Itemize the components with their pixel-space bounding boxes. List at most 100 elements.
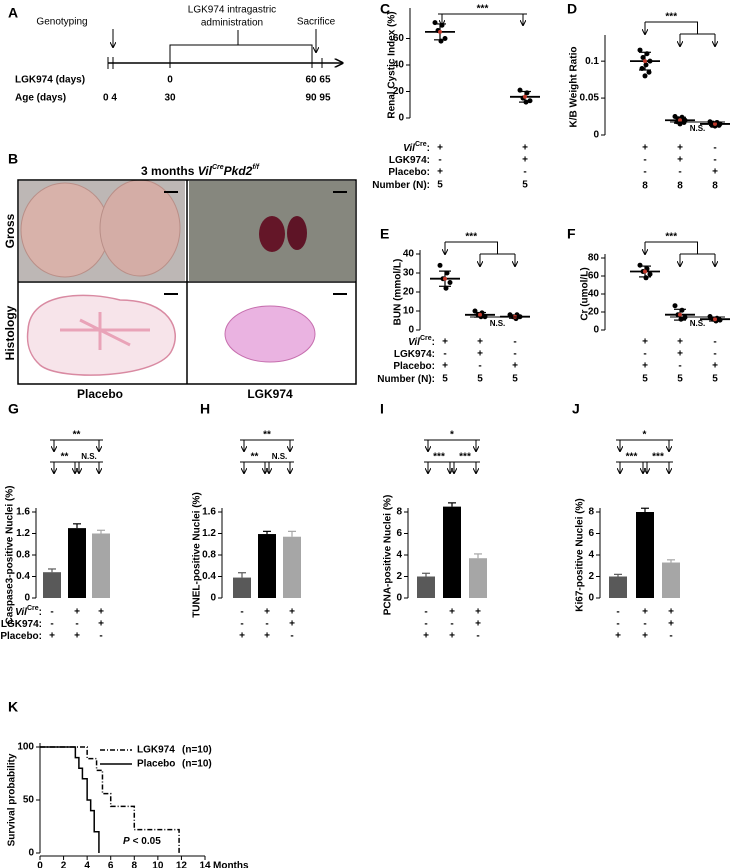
condition-mark: + — [677, 155, 683, 166]
y-tick-label: 50 — [23, 795, 35, 806]
condition-label: VilCre: — [15, 605, 42, 618]
y-axis-label: Renal Cystic Index (%) — [387, 11, 398, 118]
x-tick-label: 0 — [37, 861, 43, 868]
mean-marker — [713, 317, 717, 322]
column-label: LGK974 — [247, 387, 293, 401]
y-tick-label: 40 — [403, 249, 415, 260]
sig-label: N.S. — [272, 452, 288, 461]
condition-label-sup: Cre — [27, 605, 39, 612]
condition-mark: - — [240, 607, 243, 618]
row-tick: 30 — [164, 93, 176, 104]
condition-mark: + — [642, 607, 648, 618]
condition-mark: - — [643, 167, 646, 178]
data-point — [672, 303, 678, 309]
condition-label: VilCre: — [403, 141, 430, 154]
sig-label: *** — [665, 232, 677, 243]
column-label: Placebo — [77, 387, 123, 401]
sig-label: *** — [459, 452, 471, 463]
condition-label-text: Placebo: — [0, 631, 42, 642]
condition-mark: + — [423, 631, 429, 642]
y-tick-label: 30 — [403, 268, 415, 279]
x-tick-label: 8 — [132, 861, 138, 868]
condition-mark: 5 — [437, 180, 443, 191]
kidney — [259, 216, 285, 252]
y-axis-label: Ki67-positive Nuclei (%) — [575, 498, 586, 611]
y-axis-label: Cr (umol/L) — [580, 267, 591, 320]
condition-mark: + — [449, 631, 455, 642]
condition-mark: + — [49, 631, 55, 642]
row-label: LGK974 (days) — [15, 75, 85, 86]
condition-mark: + — [512, 361, 518, 372]
y-tick-label: 0 — [588, 593, 594, 604]
condition-mark: - — [99, 631, 102, 642]
y-tick-label: 0.4 — [202, 571, 216, 582]
y-tick-label: 0 — [210, 593, 216, 604]
sig-label: *** — [433, 452, 445, 463]
data-point — [637, 262, 643, 268]
condition-mark: + — [264, 631, 270, 642]
condition-label-sup: Cre — [415, 141, 427, 148]
bar — [636, 512, 654, 598]
data-point — [444, 270, 450, 276]
panel-letter: B — [8, 151, 18, 167]
y-tick-label: 6 — [588, 528, 594, 539]
sig-label: *** — [665, 12, 677, 23]
y-tick-label: 2 — [588, 571, 594, 582]
condition-mark: + — [712, 361, 718, 372]
sig-label: ** — [73, 430, 81, 441]
data-point — [640, 54, 646, 60]
condition-mark: - — [240, 619, 243, 630]
condition-mark: + — [475, 619, 481, 630]
condition-mark: - — [616, 619, 619, 630]
event-label: administration — [201, 18, 263, 29]
sig-label: *** — [465, 232, 477, 243]
y-tick-label: 100 — [17, 742, 34, 753]
bar — [258, 534, 276, 598]
event-label: Sacrifice — [297, 17, 336, 28]
condition-mark: - — [713, 155, 716, 166]
y-tick-label: 1.6 — [16, 507, 30, 518]
y-tick-label: 0 — [396, 593, 402, 604]
sig-label: * — [643, 430, 647, 441]
kidney — [99, 179, 181, 277]
condition-mark: 5 — [477, 374, 483, 385]
bar — [609, 576, 627, 598]
condition-mark: - — [476, 631, 479, 642]
x-tick-label: 4 — [84, 861, 90, 868]
condition-mark: + — [74, 607, 80, 618]
timeline-ticks — [107, 57, 323, 69]
annotation-text: < 0.05 — [133, 836, 162, 847]
x-tick-label: 14 — [199, 861, 211, 868]
event-label: LGK974 intragastric — [188, 5, 276, 16]
y-tick-label: 0.4 — [16, 571, 30, 582]
bar — [92, 533, 110, 598]
condition-mark: + — [712, 167, 718, 178]
mean-marker — [678, 118, 682, 123]
data-point — [642, 73, 648, 79]
data-point — [643, 62, 649, 68]
y-tick-label: 1.6 — [202, 507, 216, 518]
mean-marker — [443, 276, 447, 281]
panel-letter: H — [200, 401, 210, 417]
data-point — [643, 275, 649, 281]
y-tick-label: 8 — [588, 507, 594, 518]
bar — [417, 576, 435, 598]
x-tick-label: 10 — [152, 861, 164, 868]
condition-label: Placebo: — [393, 361, 435, 372]
condition-label-tail: : — [432, 337, 435, 348]
y-axis-label: Survival probability — [7, 753, 18, 846]
condition-mark: - — [75, 619, 78, 630]
title-part: Vil — [198, 164, 213, 178]
condition-label-text: Number (N): — [372, 180, 430, 191]
data-point — [637, 47, 643, 53]
y-tick-label: 4 — [588, 550, 594, 561]
bar — [233, 577, 251, 598]
condition-label-text: LGK974: — [389, 155, 430, 166]
condition-mark: + — [289, 607, 295, 618]
y-axis-label: BUN (mmol/L) — [393, 259, 404, 326]
condition-mark: + — [615, 631, 621, 642]
x-axis-label: Months — [213, 861, 249, 868]
condition-mark: - — [424, 619, 427, 630]
bar — [469, 558, 487, 598]
condition-label: VilCre: — [408, 335, 435, 348]
